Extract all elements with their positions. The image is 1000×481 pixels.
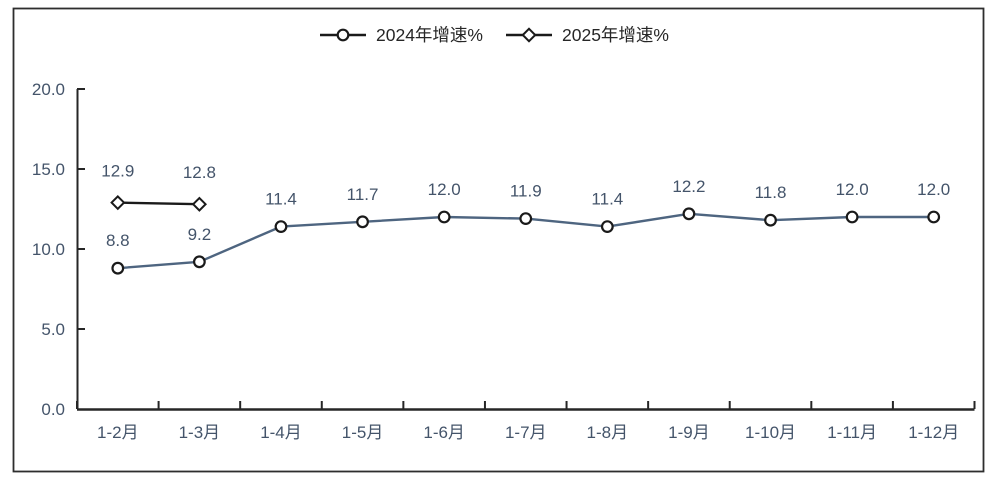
y-tick-label: 10.0 [32,240,65,259]
legend-item-2025: 2025年增速% [506,25,669,45]
data-point-circle [192,255,206,269]
legend-circle-marker-icon [336,28,350,42]
x-category-label: 1-6月 [423,423,465,442]
data-point-circle [274,220,288,234]
data-label: 11.9 [510,182,542,201]
data-label: 8.8 [106,231,130,250]
data-point-circle [600,220,614,234]
x-category-label: 1-9月 [668,423,710,442]
series-2025 [110,194,208,212]
series-layer [110,194,941,275]
x-category-label: 1-5月 [342,423,384,442]
data-label: 11.4 [265,190,297,209]
data-labels-layer: 8.8 9.2 11.4 11.7 12.0 11.9 11.4 12.2 11.8 12.0 12… [101,162,950,251]
legend: 2024年增速% 2025年增速% [320,25,669,45]
data-label: 12.0 [917,180,950,199]
data-point-circle [356,215,369,229]
data-point-circle [682,207,696,221]
x-axis: 1-2月 1-3月 1-4月 1-5月 1-6月 1-7月 1-8月 1-9月 1-10月 1-1… [76,401,976,442]
x-category-label: 1-8月 [587,423,629,442]
x-category-label: 1-4月 [260,423,302,442]
data-label: 9.2 [188,225,212,244]
data-point-circle [111,261,125,275]
series-2024 [111,207,941,275]
x-category-label: 1-2月 [97,423,139,442]
x-category-label: 1-3月 [179,423,221,442]
y-tick-label: 5.0 [41,320,65,339]
x-category-label: 1-7月 [505,423,547,442]
data-label: 11.8 [755,183,787,202]
data-point-diamond [191,196,208,212]
series-line [117,201,200,206]
data-label: 11.4 [591,190,623,209]
legend-diamond-marker-icon [521,27,537,43]
y-tick-label: 0.0 [41,400,65,419]
x-category-label: 1-12月 [908,423,959,442]
data-label: 12.8 [183,163,216,182]
data-point-diamond [110,194,126,211]
data-point-circle [927,210,941,224]
legend-item-2024: 2024年增速% [320,25,483,45]
legend-label-2025: 2025年增速% [562,25,669,45]
data-point-circle [845,210,859,224]
chart-border [12,7,985,473]
y-tick-label: 20.0 [32,80,65,99]
data-point-circle [764,213,777,227]
x-category-label: 1-10月 [745,423,796,442]
x-category-label: 1-11月 [827,423,877,442]
y-tick-label: 15.0 [32,160,65,179]
data-label: 12.0 [836,180,869,199]
y-axis: 0.0 5.0 10.0 15.0 20.0 [32,80,85,419]
data-label: 12.2 [672,177,705,196]
data-label: 12.0 [428,180,461,199]
data-label: 12.9 [101,162,134,181]
legend-label-2024: 2024年增速% [376,25,483,45]
data-point-circle [437,210,451,224]
data-label: 11.7 [347,185,379,204]
data-point-circle [519,212,533,226]
